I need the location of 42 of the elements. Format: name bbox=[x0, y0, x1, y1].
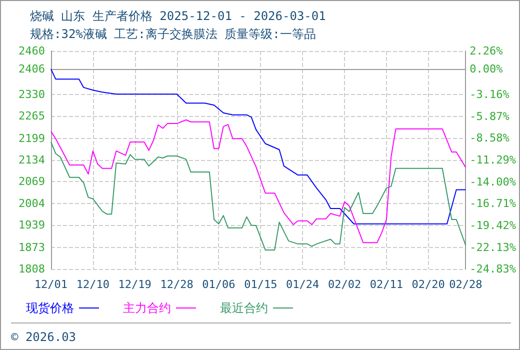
line-series bbox=[50, 119, 466, 244]
y-tick-label: 2330 bbox=[18, 88, 45, 101]
y2-tick-label: 2.26% bbox=[470, 44, 504, 58]
legend-label: 最近合约 bbox=[220, 301, 268, 315]
y2-tick-label: -16.71% bbox=[470, 197, 516, 210]
x-tick-label: 02/11 bbox=[370, 278, 404, 291]
x-tick-label: 01/15 bbox=[244, 278, 278, 291]
y-tick-label: 2004 bbox=[18, 196, 46, 210]
x-tick-label: 12/28 bbox=[160, 278, 194, 291]
y-tick-label: 2406 bbox=[18, 62, 45, 76]
x-tick-label: 02/28 bbox=[449, 278, 482, 291]
y2-tick-label: -22.13% bbox=[470, 240, 516, 254]
x-tick-label: 02/20 bbox=[412, 278, 445, 291]
y-tick-label: 1873 bbox=[18, 240, 45, 254]
x-tick-label: 01/06 bbox=[202, 278, 236, 291]
y2-tick-label: 0.00% bbox=[470, 62, 504, 76]
chart-title: 烧碱 山东 生产者价格 2025-12-01 - 2026-03-01 bbox=[30, 9, 326, 23]
line-series bbox=[50, 141, 466, 250]
text: © 2026.03 bbox=[11, 330, 76, 344]
x-tick-label: 12/10 bbox=[76, 278, 110, 291]
y-tick-label: 2460 bbox=[18, 44, 45, 58]
y2-tick-label: -19.42% bbox=[470, 218, 516, 232]
y2-tick-label: -24.83% bbox=[470, 262, 516, 276]
legend-label: 主力合约 bbox=[123, 301, 171, 315]
y2-tick-label: -11.29% bbox=[470, 154, 516, 167]
y-tick-label: 2265 bbox=[18, 110, 45, 123]
y-tick-label: 2134 bbox=[18, 154, 46, 166]
legend-label: 现货价格 bbox=[26, 301, 74, 315]
y2-tick-label: -5.87% bbox=[470, 110, 510, 123]
y-tick-label: 1939 bbox=[18, 218, 45, 232]
y-tick-label: 2069 bbox=[18, 175, 45, 188]
y-tick-label: 1808 bbox=[18, 262, 45, 276]
y-tick-label: 2199 bbox=[18, 132, 45, 145]
chart-subtitle: 规格:32%液碱 工艺:离子交换膜法 质量等级:一等品 bbox=[30, 27, 316, 41]
x-tick-label: 12/01 bbox=[34, 278, 68, 291]
line-series bbox=[50, 68, 466, 224]
x-tick-label: 01/24 bbox=[286, 278, 320, 291]
x-tick-label: 12/19 bbox=[118, 278, 152, 291]
x-tick-label: 02/02 bbox=[328, 278, 362, 291]
y2-tick-label: -14.00% bbox=[470, 175, 516, 188]
y2-tick-label: -3.16% bbox=[470, 88, 510, 102]
y2-tick-label: -8.58% bbox=[470, 132, 510, 145]
